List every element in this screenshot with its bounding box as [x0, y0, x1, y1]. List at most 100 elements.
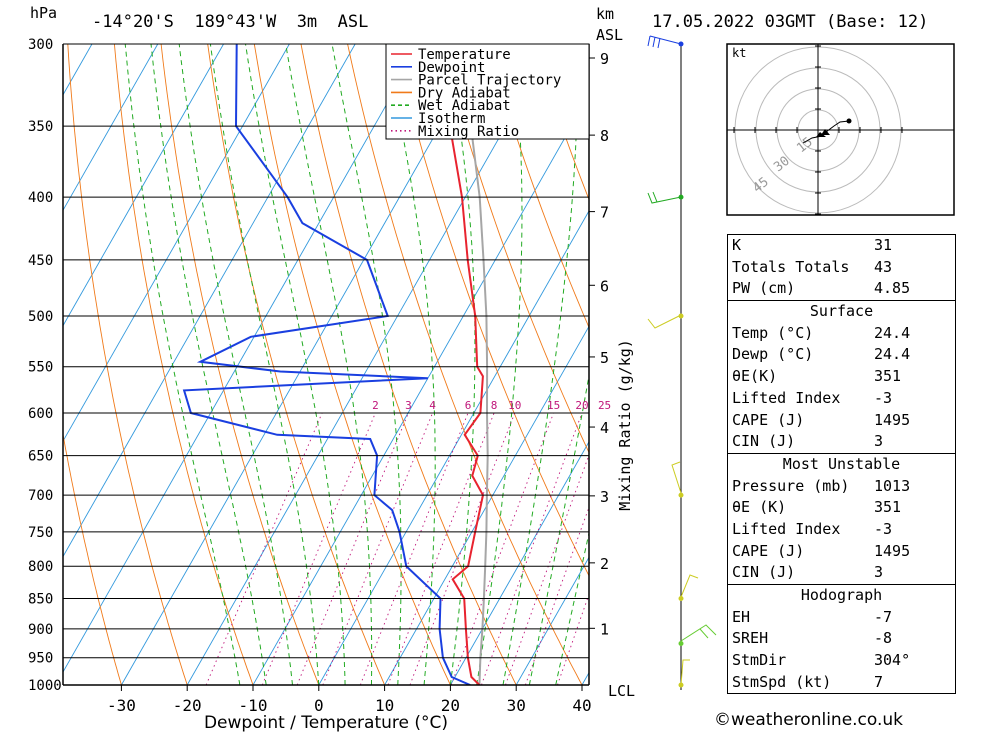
hodograph-section-title: Hodograph	[800, 586, 883, 604]
index-label: Dewp (°C)	[732, 345, 814, 364]
pressure-tick-label: 350	[28, 119, 53, 135]
legend-entry: Isotherm	[418, 111, 485, 127]
index-value: 304°	[874, 651, 911, 670]
index-row: Totals Totals 43	[728, 257, 955, 279]
index-label: CIN (J)	[732, 563, 796, 582]
hodograph-end-dot	[846, 118, 852, 124]
pressure-tick-label: 800	[28, 559, 53, 575]
index-row: Temp (°C) 24.4	[728, 323, 955, 345]
isotherm-line	[63, 44, 159, 212]
legend-entry: Wet Adiabat	[418, 98, 511, 114]
index-value: 7	[874, 672, 884, 691]
lcl-label: LCL	[608, 682, 635, 700]
pressure-tick-label: 1000	[28, 678, 62, 694]
index-label: Totals Totals	[732, 257, 850, 276]
index-label: CIN (J)	[732, 432, 796, 451]
index-value: 3	[874, 432, 884, 451]
isotherm-line	[63, 44, 224, 327]
temperature-line	[423, 44, 485, 685]
index-row: Dewp (°C) 24.4	[728, 344, 955, 366]
index-label: StmDir	[732, 651, 787, 670]
pressure-tick-label: 600	[28, 406, 53, 422]
pressure-tick-label: 900	[28, 622, 53, 638]
mixing-ratio-label: 2	[372, 399, 379, 412]
wet-adiabat-line	[178, 44, 293, 685]
mixing-ratio-line	[409, 412, 516, 685]
mixing-ratio-label: 20	[575, 399, 588, 412]
datetime-title: 17.05.2022 03GMT (Base: 12)	[652, 12, 929, 32]
index-label: Temp (°C)	[732, 323, 814, 342]
pressure-tick-label: 850	[28, 591, 53, 607]
mixing-ratio-label: 15	[547, 399, 560, 412]
wind-barb	[647, 35, 682, 49]
index-row: EH -7	[728, 607, 955, 629]
index-row: Pressure (mb) 1013	[728, 476, 955, 498]
height-tick-label: 2	[600, 555, 609, 573]
pressure-tick-label: 400	[28, 190, 53, 206]
index-label: EH	[732, 607, 751, 626]
index-label: CAPE (J)	[732, 541, 805, 560]
index-value: 24.4	[874, 345, 911, 364]
index-value: 351	[874, 367, 902, 386]
temperature-tick-label: -10	[239, 696, 268, 715]
mixing-ratio-label: 4	[429, 399, 436, 412]
wind-barb	[647, 191, 682, 204]
pressure-tick-label: 750	[28, 525, 53, 541]
dewpoint-line	[182, 44, 471, 685]
mixing-ratio-line	[205, 412, 323, 685]
mixing-ratio-line	[450, 412, 555, 685]
index-label: SREH	[732, 629, 769, 648]
mixing-ratio-label: 8	[491, 399, 498, 412]
mixing-ratio-label: 10	[508, 399, 521, 412]
index-row: StmDir 304°	[728, 650, 955, 672]
wet-adiabat-line	[245, 44, 346, 685]
dry-adiabat-line	[67, 44, 188, 685]
indices-table: K 31 Totals Totals 43 PW (cm) 4.85 Surface Te…	[727, 234, 956, 695]
index-row: PW (cm) 4.85	[728, 278, 955, 300]
dry-adiabat-line	[487, 44, 589, 329]
wet-adiabat-line	[476, 44, 523, 685]
wet-adiabat-line	[528, 373, 589, 685]
temperature-tick-label: 30	[507, 696, 526, 715]
isotherm-line	[515, 556, 589, 685]
isotherm-line	[121, 44, 488, 685]
legend-entry: Mixing Ratio	[418, 124, 519, 140]
wet-adiabat-line	[209, 44, 320, 685]
height-tick-label: 8	[600, 127, 609, 145]
index-label: Lifted Index	[732, 388, 841, 407]
mixing-ratio-label: 6	[465, 399, 472, 412]
dry-adiabat-line	[954, 44, 1000, 685]
index-row: Lifted Index -3	[728, 519, 955, 541]
mixing-ratio-label: 3	[405, 399, 412, 412]
dry-adiabat-line	[113, 44, 254, 685]
height-tick-label: 5	[600, 349, 609, 367]
index-row: CAPE (J) 1495	[728, 541, 955, 563]
storm-motion-marker	[816, 132, 826, 137]
index-label: StmSpd (kt)	[732, 672, 832, 691]
wind-barb	[680, 624, 717, 642]
pressure-unit-label: hPa	[30, 4, 58, 22]
height-tick-label: 9	[600, 50, 609, 68]
height-tick-label: 1	[600, 620, 609, 638]
isotherm-line	[252, 94, 589, 685]
index-row: SREH -8	[728, 628, 955, 650]
mixing-ratio-line	[557, 593, 589, 685]
index-value: 351	[874, 498, 902, 517]
wind-barb	[671, 461, 682, 494]
dry-adiabat-line	[440, 44, 589, 454]
index-row: θE(K) 351	[728, 366, 955, 388]
index-row: CAPE (J) 1495	[728, 410, 955, 432]
height-tick-label: 6	[600, 277, 609, 295]
index-value: -8	[874, 629, 893, 648]
isotherm-line	[384, 325, 589, 685]
index-value: 24.4	[874, 323, 911, 342]
temperature-tick-label: -20	[173, 696, 202, 715]
index-value: 3	[874, 563, 884, 582]
temperature-tick-label: 20	[441, 696, 460, 715]
wet-adiabat-line	[502, 44, 579, 685]
legend-entry: Dry Adiabat	[418, 85, 511, 101]
isotherm-line	[318, 210, 589, 685]
